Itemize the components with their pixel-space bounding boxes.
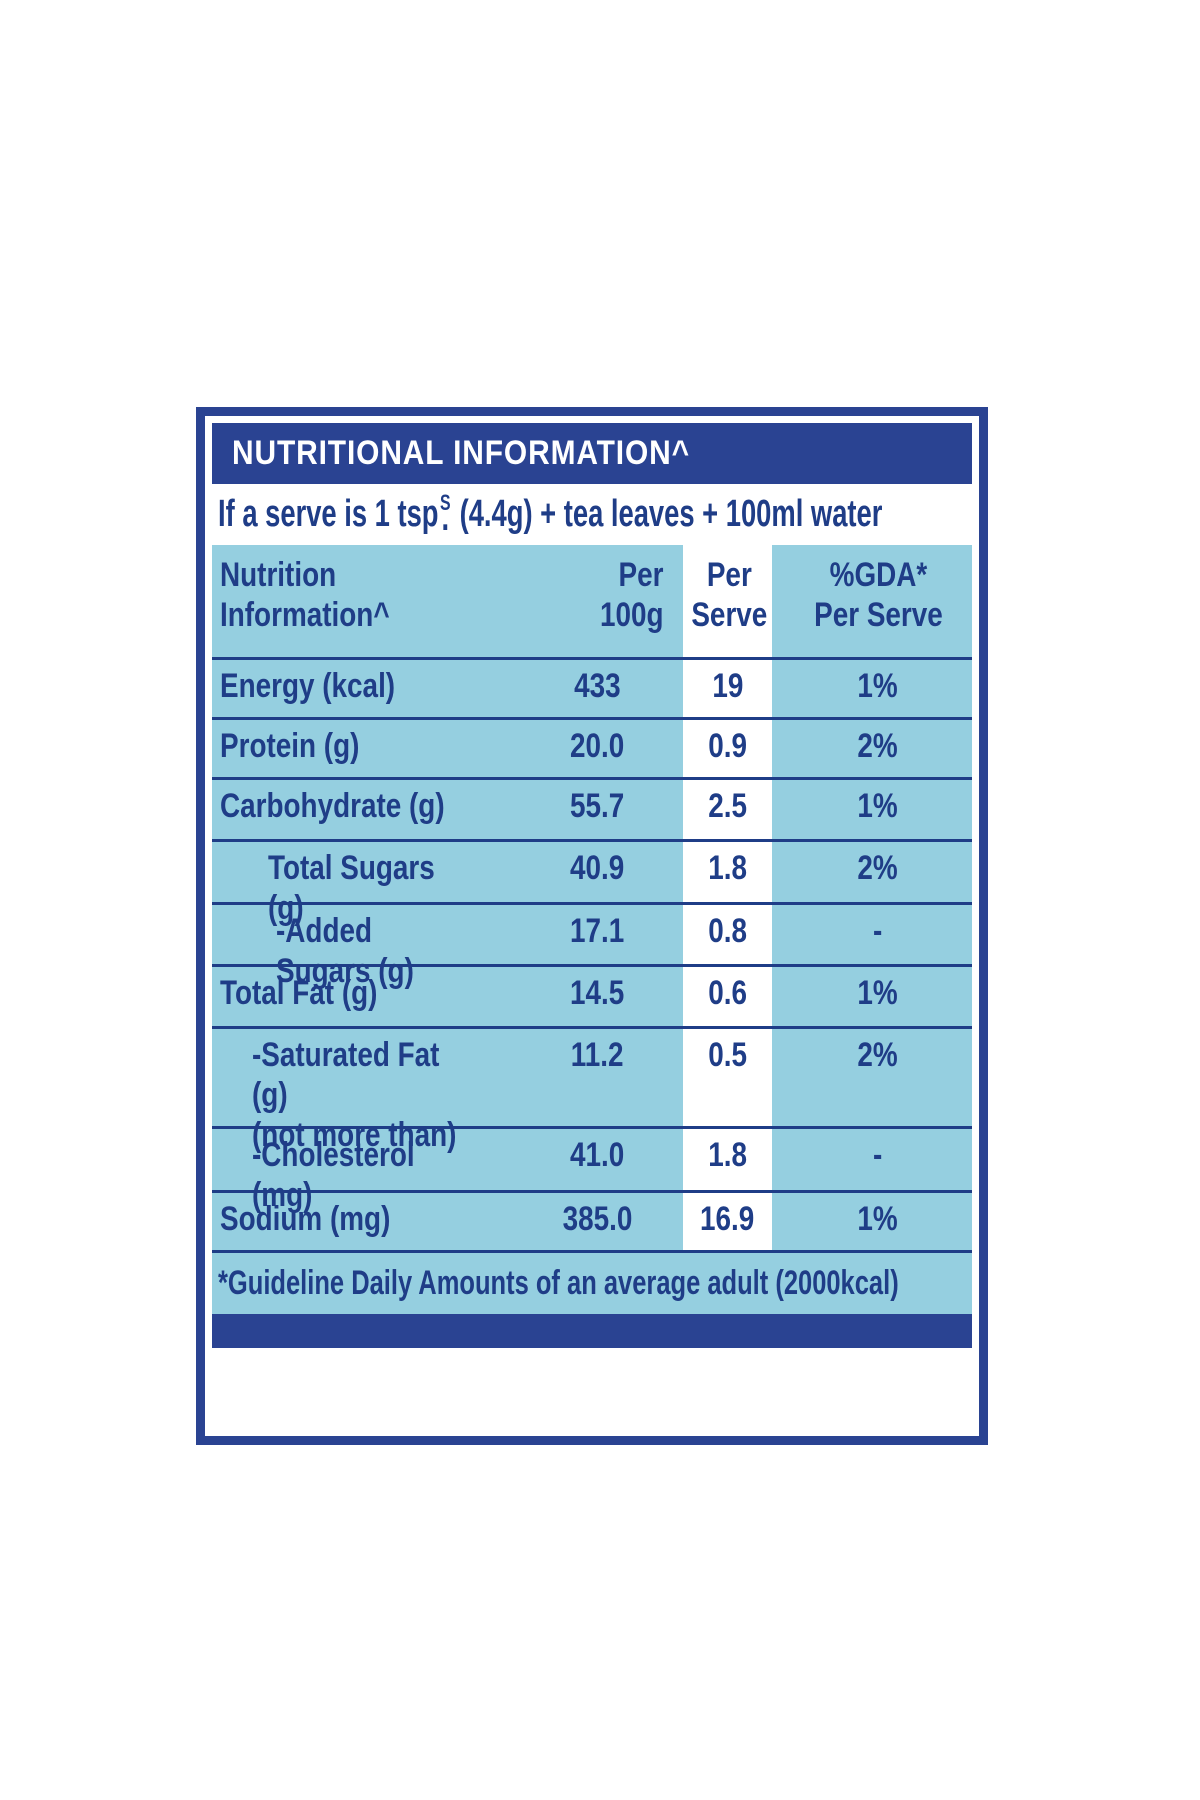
row-per-100g: 55.7 <box>570 787 625 825</box>
row-per-100g: 40.9 <box>570 849 625 887</box>
table-row-sodium: Sodium (mg) 385.0 16.9 1% <box>212 1190 972 1250</box>
serving-description: If a serve is 1 tsp S. (4.4g) + tea leave… <box>212 484 972 545</box>
row-per-serve: 0.5 <box>708 1036 747 1074</box>
serving-text-suffix: (4.4g) + tea leaves + 100ml water <box>451 493 883 535</box>
table-row-saturated-fat: -Saturated Fat (g) (not more than) 11.2 … <box>212 1026 972 1154</box>
table-row-energy: Energy (kcal) 433 19 1% <box>212 657 972 717</box>
row-per-100g: 20.0 <box>570 727 625 765</box>
row-per-100g: 385.0 <box>562 1200 633 1238</box>
row-per-serve: 0.9 <box>708 727 747 765</box>
header-per-serve: Per Serve <box>691 556 768 635</box>
row-label: Energy (kcal) <box>220 667 396 705</box>
table-row-protein: Protein (g) 20.0 0.9 2% <box>212 717 972 777</box>
header-nutrition-information: Nutrition Information^ <box>220 556 390 635</box>
row-label: -Saturated Fat (g) (not more than) <box>252 1036 457 1155</box>
row-label: Sodium (mg) <box>220 1200 391 1238</box>
header-per-100g: Per 100g <box>599 556 663 635</box>
serving-text-prefix: If a serve is 1 tsp <box>218 493 439 535</box>
row-label: Carbohydrate (g) <box>220 787 445 825</box>
row-gda: 1% <box>857 787 899 825</box>
row-per-100g: 41.0 <box>570 1136 625 1174</box>
table-row-added-sugars: -Added Sugars (g) 17.1 0.8 - <box>212 902 972 990</box>
table-row-cholesterol: -Cholesterol (mg) 41.0 1.8 - <box>212 1126 972 1214</box>
row-gda: - <box>873 912 883 950</box>
table-row-total-fat: Total Fat (g) 14.5 0.6 1% <box>212 964 972 1026</box>
header-gda-per-serve: %GDA* Per Serve <box>813 556 943 635</box>
row-per-serve: 2.5 <box>708 787 747 825</box>
row-per-serve: 1.8 <box>708 1136 747 1174</box>
gda-footnote-text: *Guideline Daily Amounts of an average a… <box>218 1264 899 1302</box>
row-gda: 1% <box>857 1200 899 1238</box>
gda-footnote: *Guideline Daily Amounts of an average a… <box>212 1250 972 1314</box>
row-per-serve: 16.9 <box>700 1200 755 1238</box>
row-label: -Added Sugars (g) <box>276 912 414 991</box>
row-per-serve: 0.8 <box>708 912 747 950</box>
label-inner: NUTRITIONAL INFORMATION^ If a serve is 1… <box>212 423 972 1348</box>
per-serve-highlight-column <box>683 545 772 1250</box>
title-band: NUTRITIONAL INFORMATION^ <box>212 423 972 484</box>
row-label: -Cholesterol (mg) <box>252 1136 415 1215</box>
row-per-100g: 14.5 <box>570 974 625 1012</box>
row-gda: 1% <box>857 667 899 705</box>
nutrition-label: NUTRITIONAL INFORMATION^ If a serve is 1… <box>196 407 988 1445</box>
row-gda: 2% <box>857 849 899 887</box>
label-title: NUTRITIONAL INFORMATION^ <box>232 434 690 472</box>
serving-text: If a serve is 1 tsp S. (4.4g) + tea leave… <box>218 490 883 539</box>
row-per-serve: 19 <box>711 667 744 705</box>
row-per-100g: 11.2 <box>571 1036 624 1074</box>
row-per-serve: 1.8 <box>708 849 747 887</box>
row-gda: - <box>873 1136 883 1174</box>
row-per-serve: 0.6 <box>708 974 747 1012</box>
nutrition-table: Nutrition Information^ Per 100g Per Serv… <box>212 545 972 1314</box>
table-row-total-sugars: Total Sugars (g) 40.9 1.8 2% <box>212 839 972 927</box>
bottom-band <box>212 1314 972 1348</box>
row-gda: 2% <box>857 1036 899 1074</box>
table-row-carbohydrate: Carbohydrate (g) 55.7 2.5 1% <box>212 777 972 839</box>
row-label: Protein (g) <box>220 727 360 765</box>
row-gda: 2% <box>857 727 899 765</box>
footnote-mark-dot: . <box>441 497 450 539</box>
row-gda: 1% <box>857 974 899 1012</box>
row-per-100g: 433 <box>574 667 621 705</box>
row-label: Total Fat (g) <box>220 974 378 1012</box>
table-header-row: Nutrition Information^ Per 100g Per Serv… <box>212 545 972 657</box>
row-label: Total Sugars (g) <box>268 849 435 928</box>
row-per-100g: 17.1 <box>570 912 625 950</box>
footnote-mark: S <box>439 490 451 515</box>
footnote-mark-stack: S. <box>439 490 451 539</box>
